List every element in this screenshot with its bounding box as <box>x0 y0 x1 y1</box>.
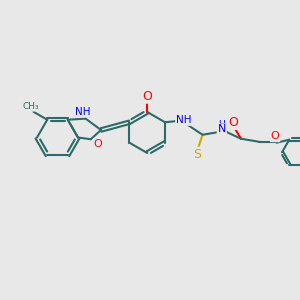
Text: N: N <box>218 124 226 134</box>
Text: NH: NH <box>75 106 90 117</box>
Text: S: S <box>193 148 201 161</box>
Text: CH₃: CH₃ <box>23 102 39 111</box>
Text: NH: NH <box>176 115 191 125</box>
Text: O: O <box>271 131 279 141</box>
Text: O: O <box>94 139 103 149</box>
Text: O: O <box>228 116 238 129</box>
Text: H: H <box>218 120 225 129</box>
Text: O: O <box>142 90 152 103</box>
